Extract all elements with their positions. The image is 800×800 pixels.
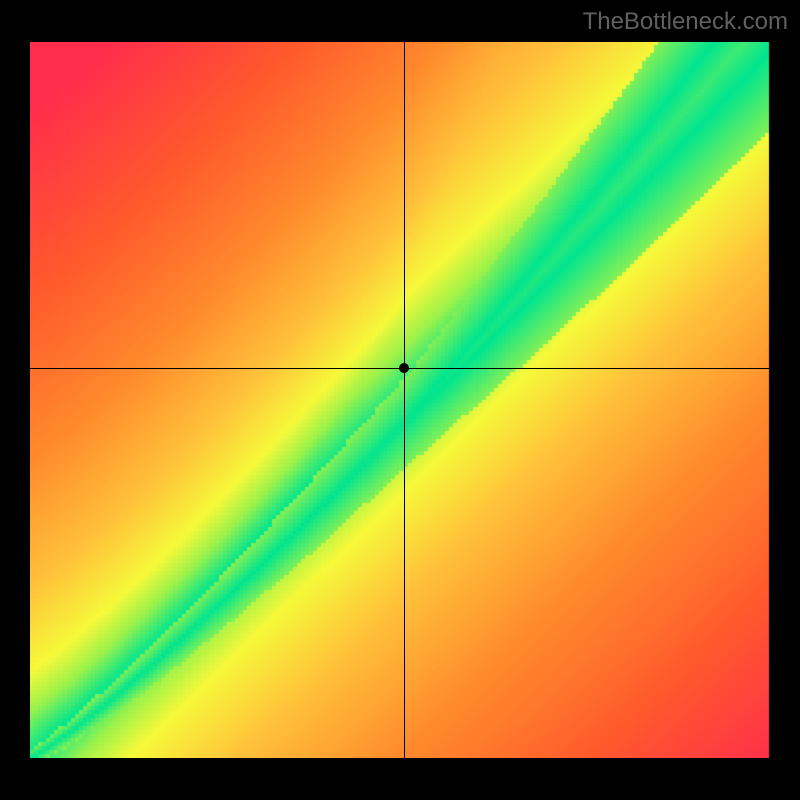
crosshair-vertical <box>404 42 405 758</box>
chart-container: TheBottleneck.com <box>0 0 800 800</box>
watermark-label: TheBottleneck.com <box>583 8 788 36</box>
plot-frame <box>30 42 770 758</box>
heatmap-canvas <box>30 42 770 758</box>
operating-point-marker <box>399 363 409 373</box>
